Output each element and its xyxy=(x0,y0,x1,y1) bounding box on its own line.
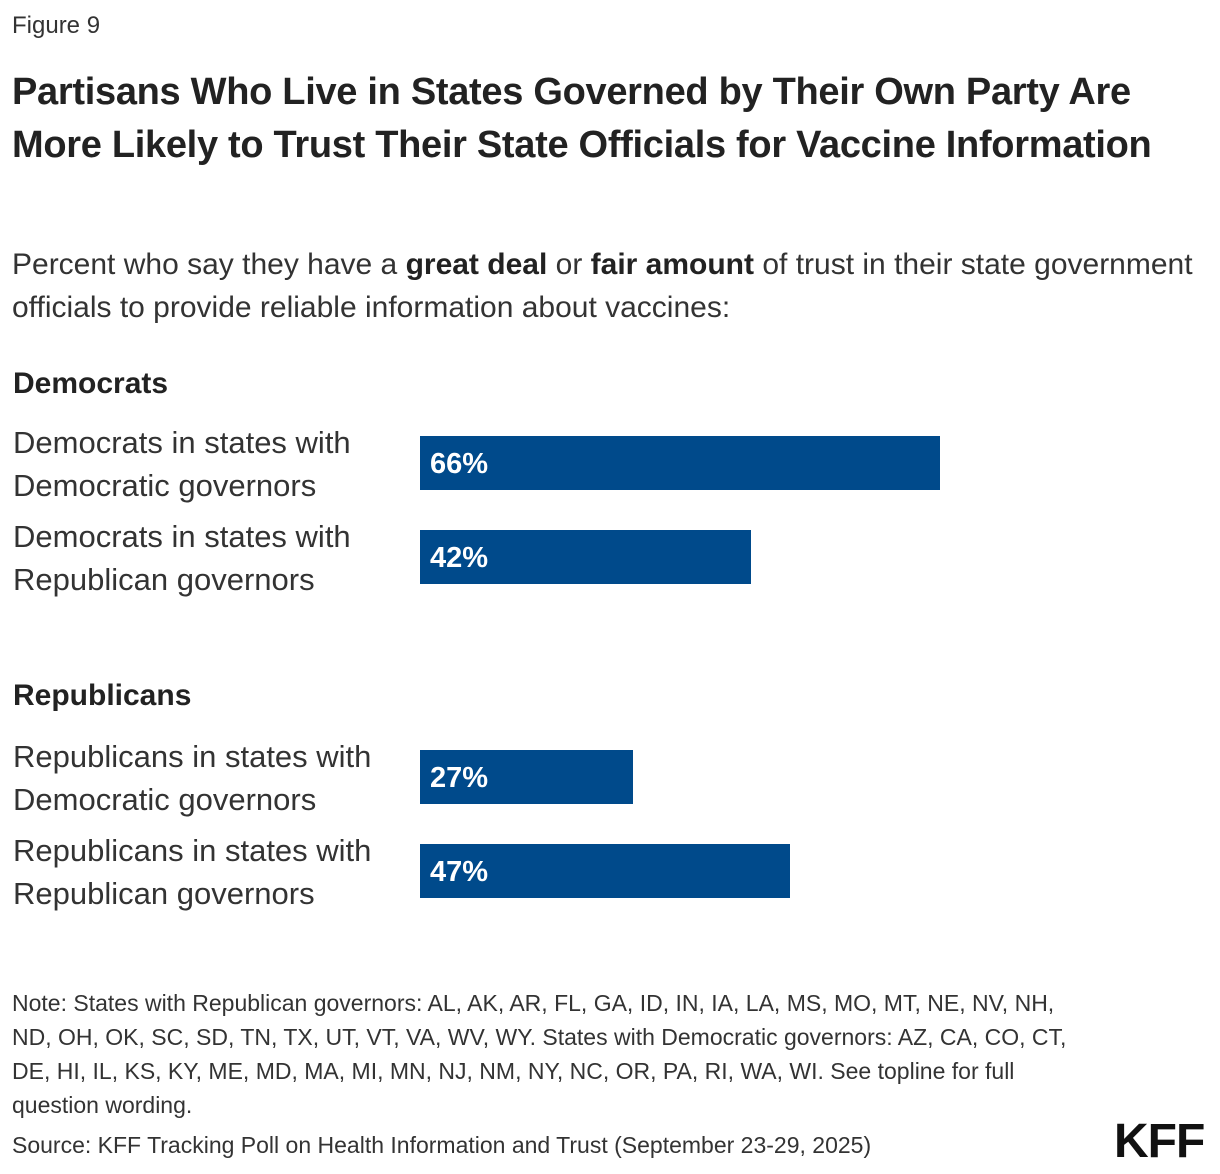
figure-label: Figure 9 xyxy=(12,12,101,39)
bar-value-label: 66% xyxy=(430,448,489,480)
group-heading-democrats: Democrats xyxy=(13,367,169,400)
chart-title: Partisans Who Live in States Governed by… xyxy=(12,71,1152,166)
bar-value-label: 42% xyxy=(430,542,489,574)
bar-dem-rep: 42% xyxy=(420,530,751,584)
category-label-line1: Democrats in states with xyxy=(13,519,351,554)
bar-value-label: 27% xyxy=(430,762,489,794)
bar-value-label: 47% xyxy=(430,856,489,888)
category-label-line2: Republican governors xyxy=(13,562,315,597)
category-label-line2: Democratic governors xyxy=(13,468,317,503)
subtitle-part1: Percent who say they have a xyxy=(12,248,406,281)
category-label-rep-rep: Republicans in states with Republican go… xyxy=(13,829,413,915)
category-label-dem-dem: Democrats in states with Democratic gove… xyxy=(13,421,413,507)
chart-source: Source: KFF Tracking Poll on Health Info… xyxy=(12,1132,872,1158)
group-heading-republicans: Republicans xyxy=(13,679,192,712)
category-label-line1: Democrats in states with xyxy=(13,425,351,460)
category-label-line1: Republicans in states with xyxy=(13,833,372,868)
subtitle-bold2: fair amount xyxy=(590,248,755,281)
subtitle-bold1: great deal xyxy=(405,248,548,281)
chart-subtitle: Percent who say they have a great deal o… xyxy=(12,243,1212,329)
kff-logo: KFF xyxy=(1114,1115,1205,1168)
category-label-line1: Republicans in states with xyxy=(13,739,372,774)
category-label-line2: Republican governors xyxy=(13,876,315,911)
category-label-dem-rep: Democrats in states with Republican gove… xyxy=(13,515,413,601)
subtitle-part2: or xyxy=(547,248,591,281)
bar-rep-rep: 47% xyxy=(420,844,790,898)
category-label-line2: Democratic governors xyxy=(13,782,317,817)
category-label-rep-dem: Republicans in states with Democratic go… xyxy=(13,735,413,821)
bar-rep-dem: 27% xyxy=(420,750,633,804)
bar-dem-dem: 66% xyxy=(420,436,940,490)
subtitle-part3: of trust in their state government offic… xyxy=(12,248,1193,324)
chart-note: Note: States with Republican governors: … xyxy=(12,990,1067,1118)
